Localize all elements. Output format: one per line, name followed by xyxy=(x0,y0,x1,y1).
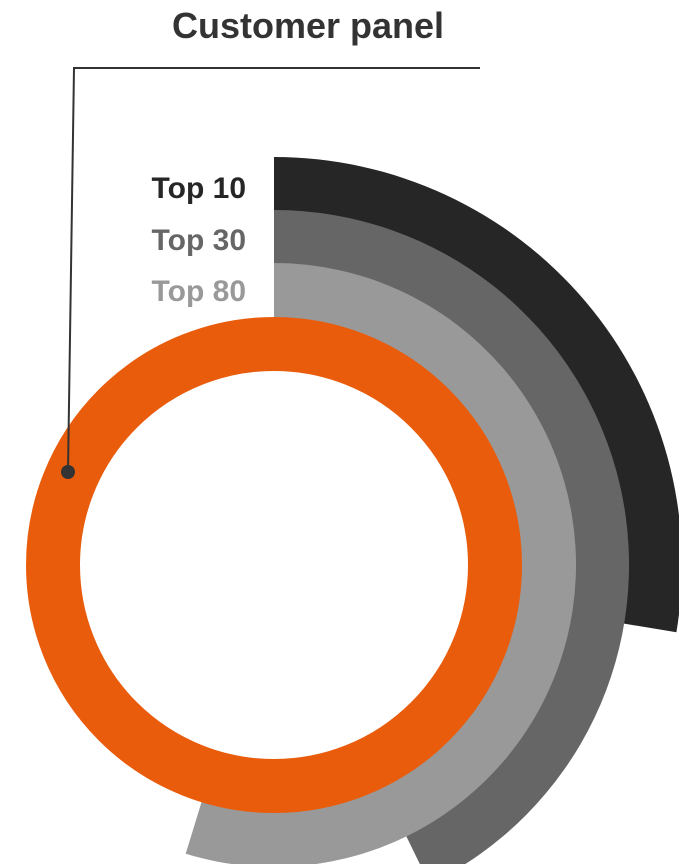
tier-arc-top-10 xyxy=(274,157,679,633)
tier-arc-top-30 xyxy=(274,210,629,864)
tier-label-top-80: Top 80 xyxy=(152,275,246,308)
diagram-title: Customer panel xyxy=(172,5,444,46)
tier-label-top-30: Top 30 xyxy=(152,224,246,257)
callout-dot xyxy=(61,465,75,479)
callout-line xyxy=(67,67,480,473)
tier-arc-top-80 xyxy=(185,263,577,864)
customer-panel-ring xyxy=(26,317,522,813)
tier-label-top-10: Top 10 xyxy=(152,172,246,205)
